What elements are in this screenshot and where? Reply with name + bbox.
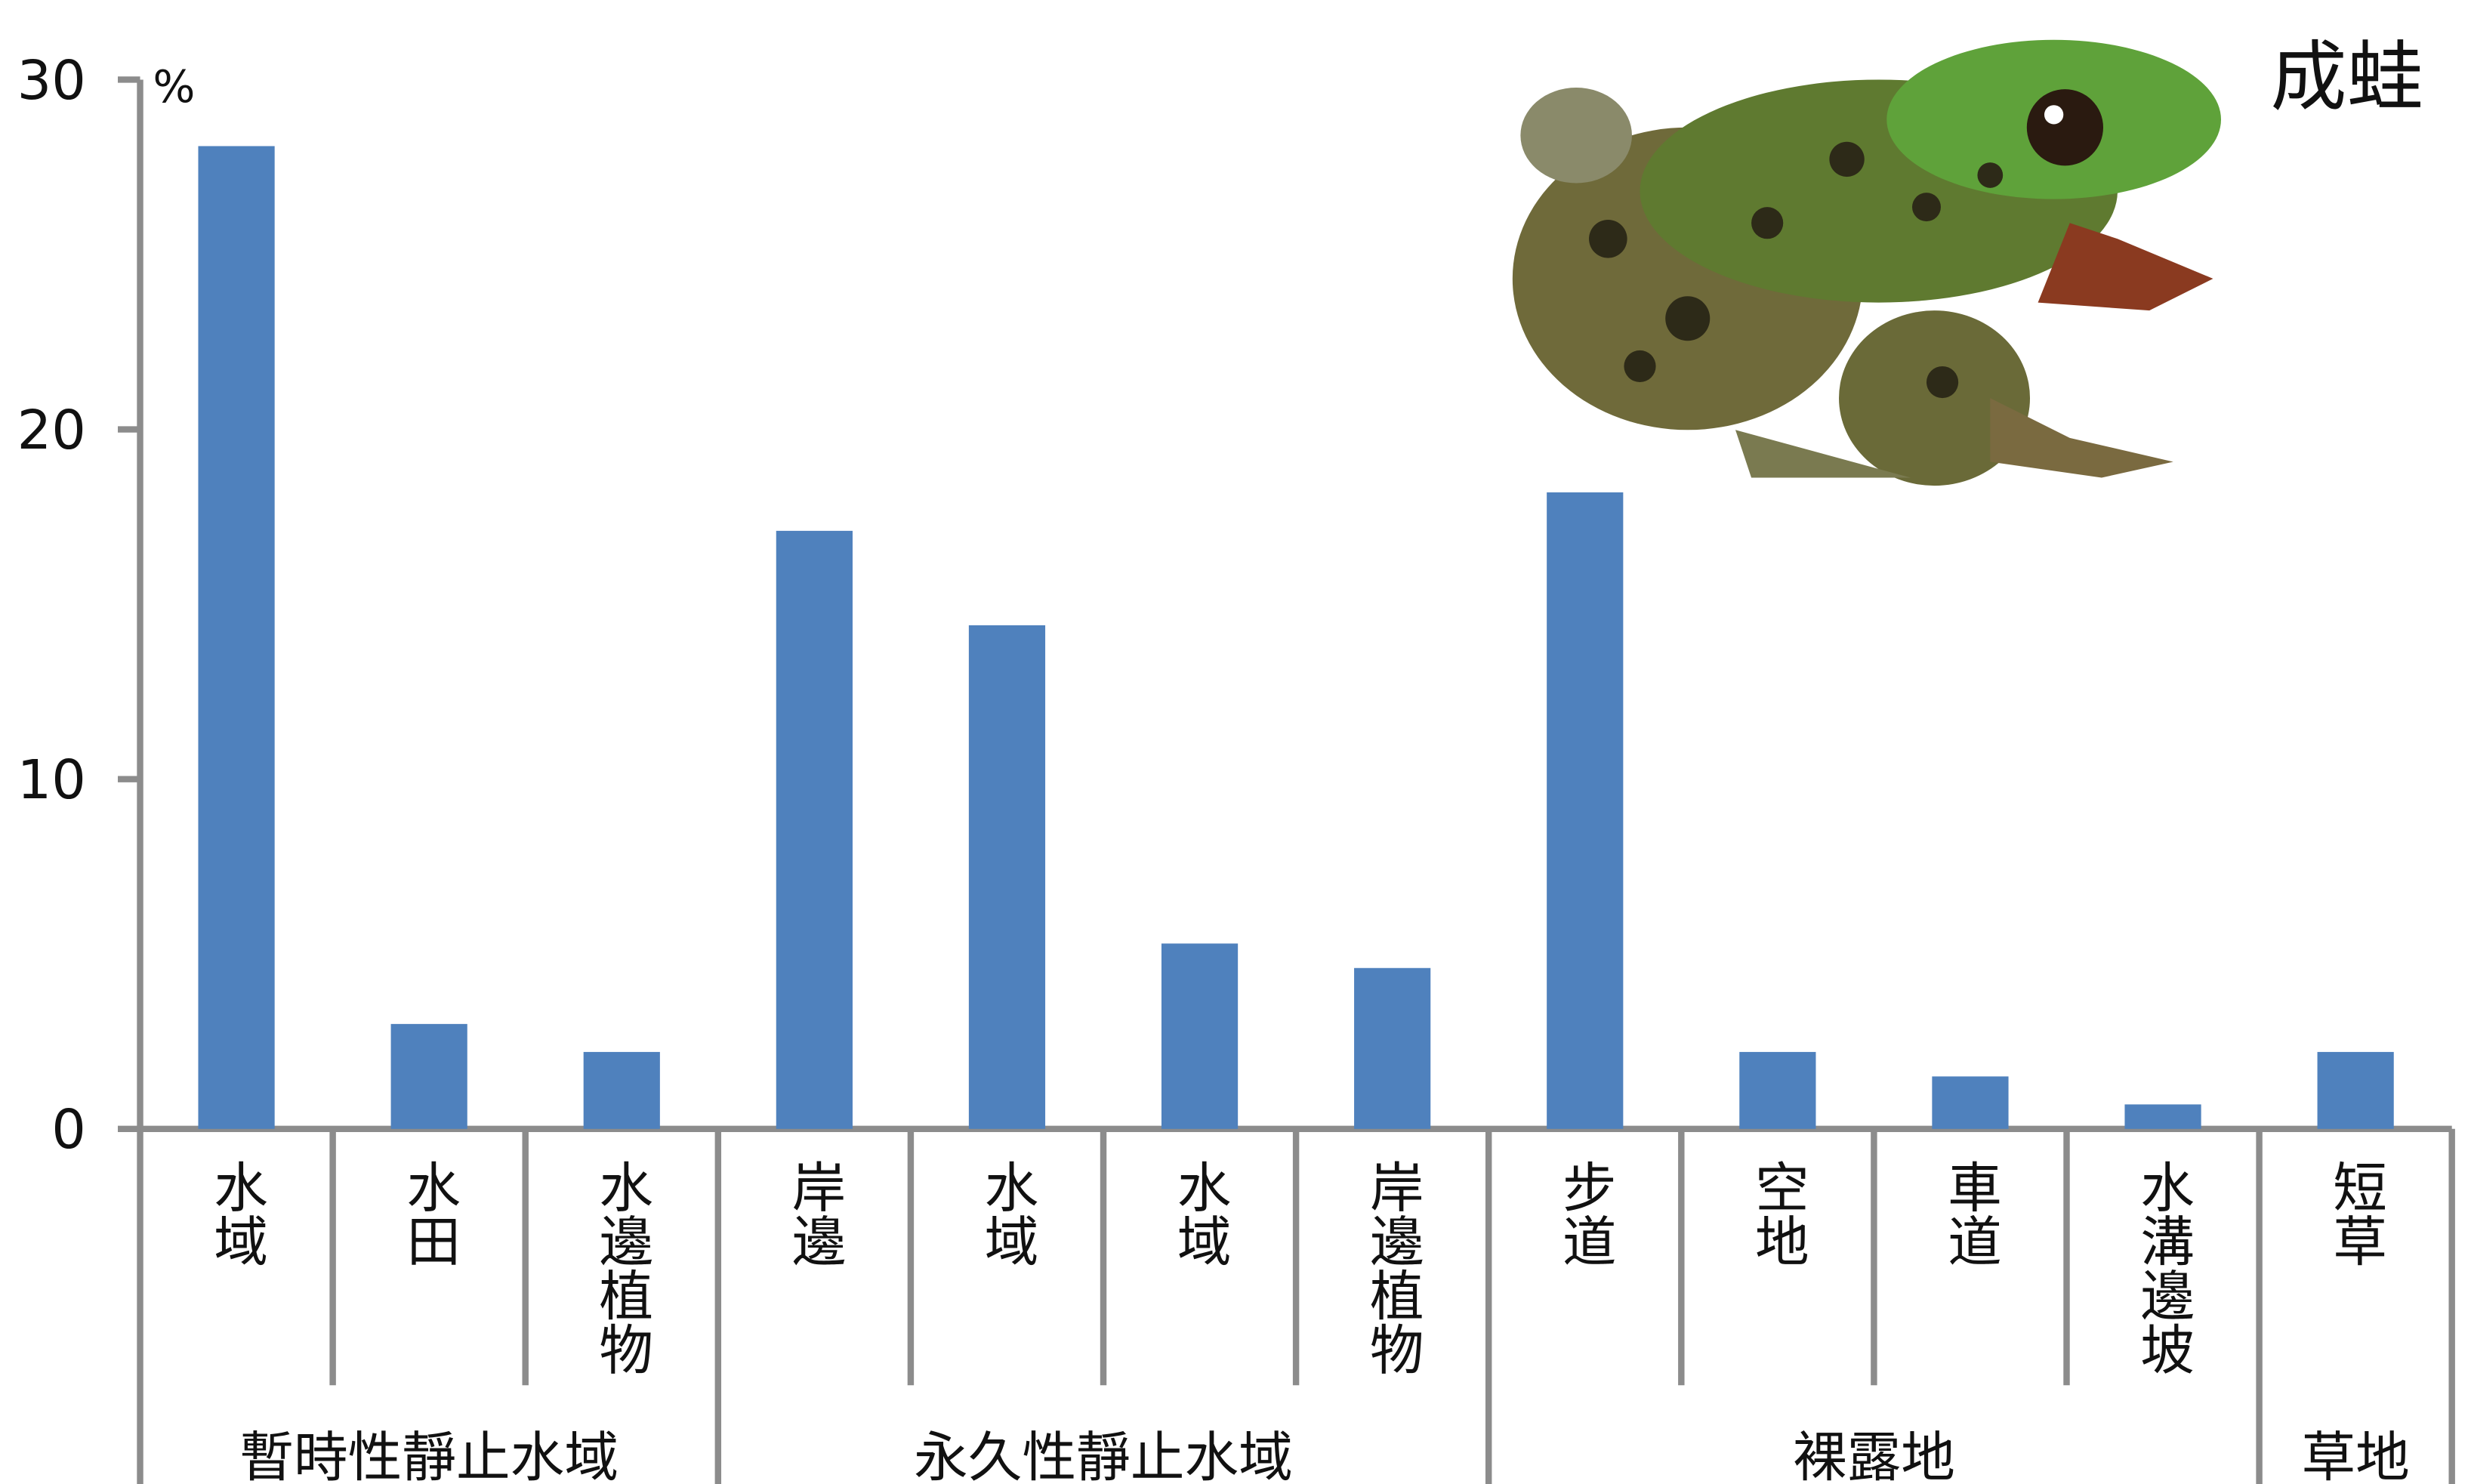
x-tick-label: 岸邊植物 xyxy=(1361,1159,1424,1376)
bar xyxy=(1932,1076,2009,1129)
x-tick-label: 水域 xyxy=(975,1159,1038,1267)
bar xyxy=(198,146,275,1129)
bar xyxy=(390,1023,467,1129)
x-tick-label: 水域 xyxy=(205,1159,268,1267)
bar xyxy=(583,1051,660,1129)
x-tick-label: 車道 xyxy=(1939,1159,2002,1267)
bar xyxy=(1161,943,1239,1129)
frog-illustration xyxy=(1512,39,2222,486)
group-label: 裸露地 xyxy=(1793,1425,1955,1484)
x-tick-label: 水溝邊坡 xyxy=(2131,1159,2195,1376)
x-tick-label: 步道 xyxy=(1553,1159,1617,1267)
y-tick-label: 20 xyxy=(17,398,86,461)
y-tick-label: 30 xyxy=(17,48,86,112)
bar xyxy=(1739,1051,1816,1129)
bar xyxy=(2124,1104,2201,1129)
bar xyxy=(2317,1051,2394,1129)
bar xyxy=(776,530,853,1129)
x-tick-label: 水域 xyxy=(1168,1159,1232,1267)
y-tick-label: 10 xyxy=(17,748,86,811)
group-label: 暫時性靜止水域 xyxy=(239,1425,619,1484)
x-tick-label: 短草 xyxy=(2324,1159,2387,1267)
group-label: 永久性靜止水域 xyxy=(914,1425,1293,1484)
chart-title: 成蛙 xyxy=(2270,32,2423,122)
x-tick-label: 岸邊 xyxy=(782,1159,846,1267)
x-tick-label: 空地 xyxy=(1746,1159,1809,1267)
x-tick-label: 水邊植物 xyxy=(590,1159,653,1376)
y-axis-label: % xyxy=(153,60,195,113)
y-tick-label: 0 xyxy=(51,1097,86,1161)
x-tick-label: 水田 xyxy=(397,1159,461,1267)
bar xyxy=(1354,967,1431,1129)
bar xyxy=(1547,492,1624,1129)
group-label: 草地 xyxy=(2301,1425,2409,1484)
bar xyxy=(968,625,1046,1129)
